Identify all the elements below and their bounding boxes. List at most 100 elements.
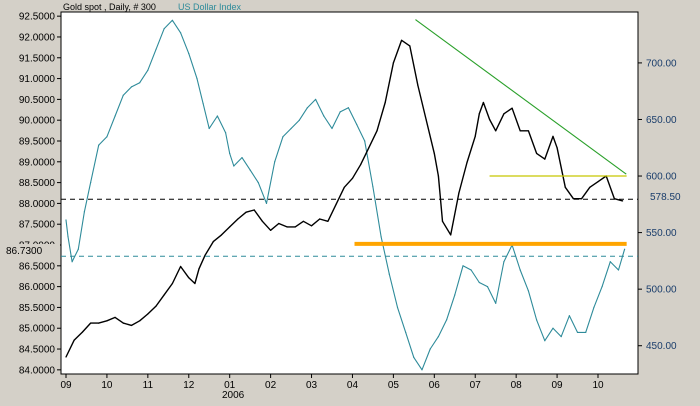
us-dollar-index-series-point xyxy=(298,119,300,121)
us-dollar-index-series-point xyxy=(544,340,546,342)
left-tick-label: 84.5000 xyxy=(19,345,56,356)
gold-spot-series-point xyxy=(482,101,484,104)
left-tick-label: 89.0000 xyxy=(19,157,56,168)
left-tick-label: 88.0000 xyxy=(19,199,56,210)
us-dollar-index-series-point xyxy=(478,281,480,284)
right-value-badge-label: 578.50 xyxy=(650,192,681,203)
gold-spot-series-point xyxy=(392,62,394,64)
us-dollar-index-series-point xyxy=(265,202,268,204)
gold-spot-series-point xyxy=(433,152,435,154)
gold-spot-series-point xyxy=(286,226,288,228)
left-tick-label: 86.5000 xyxy=(19,261,56,272)
us-dollar-index-series-point xyxy=(315,98,317,100)
us-dollar-index-series-point xyxy=(98,144,100,146)
gold-spot-series-point xyxy=(489,118,491,121)
us-dollar-index-series-point xyxy=(609,261,611,263)
us-dollar-index-series-point xyxy=(202,102,204,105)
us-dollar-index-series-point xyxy=(617,269,620,271)
gold-spot-series-point xyxy=(245,211,247,213)
left-value-badge-label: 86.7300 xyxy=(6,246,43,257)
gold-spot-series-point xyxy=(106,320,108,322)
gold-spot-series-point xyxy=(564,186,566,188)
us-dollar-index-series-point xyxy=(229,152,231,155)
gold-spot-series-point xyxy=(194,282,196,285)
left-value-badge: 86.7300 xyxy=(0,244,60,257)
us-dollar-index-series-point xyxy=(429,348,431,350)
left-tick-label: 85.0000 xyxy=(19,324,56,335)
us-dollar-index-series-point xyxy=(624,248,626,250)
us-dollar-index-series-point xyxy=(233,165,235,167)
gold-spot-series-point xyxy=(556,147,558,149)
us-dollar-index-series-point xyxy=(372,186,374,188)
us-dollar-index-series-point xyxy=(65,219,67,221)
us-dollar-index-series-point xyxy=(257,182,259,184)
trend-line-series-point xyxy=(415,19,417,21)
us-dollar-index-series-point xyxy=(147,69,149,71)
right-tick-label: 600.00 xyxy=(646,172,677,183)
gold-spot-series-point xyxy=(450,234,452,236)
left-tick-label: 91.5000 xyxy=(19,53,56,64)
us-dollar-index-series-point xyxy=(83,211,85,213)
gold-spot-series-point xyxy=(147,313,149,315)
gold-spot-series-point xyxy=(417,84,419,87)
gold-spot-series-point xyxy=(335,203,337,205)
us-dollar-index-series-point xyxy=(576,331,579,333)
us-dollar-index-series-point xyxy=(486,286,489,288)
x-tick-label: 07 xyxy=(470,380,482,391)
us-dollar-index-series-point xyxy=(405,331,407,333)
x-tick-label: 03 xyxy=(306,380,318,391)
left-tick-label: 85.5000 xyxy=(19,303,56,314)
right-tick-label: 550.00 xyxy=(646,228,677,239)
us-dollar-index-series-point xyxy=(380,236,382,238)
plot-area xyxy=(60,11,639,375)
gold-spot-series-point xyxy=(319,218,321,220)
x-tick-label: 10 xyxy=(592,380,604,391)
us-dollar-index-series-point xyxy=(323,115,325,117)
year-label: 2006 xyxy=(222,390,245,401)
left-tick-label: 90.0000 xyxy=(19,116,56,127)
gold-spot-series-point xyxy=(327,220,329,222)
gold-spot-series-point xyxy=(212,241,214,243)
gold-spot-series-point xyxy=(437,175,439,177)
left-tick-label: 89.5000 xyxy=(19,136,56,147)
us-dollar-index-series-point xyxy=(249,169,251,171)
us-dollar-index-series-point xyxy=(122,94,124,96)
us-dollar-index-series-point xyxy=(527,290,530,292)
us-dollar-index-series-point xyxy=(225,132,227,134)
gold-spot-series-point xyxy=(458,192,460,194)
us-dollar-index-series-point xyxy=(560,336,562,338)
us-dollar-index-series-point xyxy=(216,115,218,117)
us-dollar-index-series-point xyxy=(188,53,190,55)
gold-spot-series-point xyxy=(261,220,263,222)
us-dollar-index-series-point xyxy=(585,331,587,333)
gold-spot-series-point xyxy=(130,324,133,326)
reference-lines-layer xyxy=(61,175,638,257)
us-dollar-index-series-point xyxy=(306,107,308,109)
us-dollar-index-series-point xyxy=(90,182,92,184)
gold-spot-series-point xyxy=(351,177,354,179)
us-dollar-index-series-point xyxy=(196,78,198,80)
gold-spot-series-point xyxy=(302,220,304,222)
us-dollar-index-series-point xyxy=(421,369,423,371)
gold-spot-series-point xyxy=(90,322,92,324)
gold-spot-series-point xyxy=(581,198,583,200)
gold-spot-series-point xyxy=(503,113,505,115)
gold-spot-series-point xyxy=(220,234,223,236)
left-tick-label: 86.0000 xyxy=(19,282,56,293)
us-dollar-index-series-point xyxy=(114,115,116,117)
gold-spot-series-point xyxy=(527,130,530,132)
x-tick-label: 10 xyxy=(101,380,113,391)
right-value-badge: 578.50 xyxy=(650,192,681,203)
gold-spot-series-point xyxy=(171,282,173,285)
gold-spot-series-point xyxy=(552,135,554,137)
x-tick-label: 01 xyxy=(224,380,236,391)
x-tick-label: 05 xyxy=(388,380,400,391)
us-dollar-index-series-point xyxy=(454,294,456,296)
gold-spot-series-point xyxy=(409,45,411,47)
us-dollar-index-series-point xyxy=(331,127,333,130)
gold-spot-series-point xyxy=(139,320,141,322)
us-dollar-index-series-point xyxy=(413,356,415,358)
x-tick-label: 02 xyxy=(265,380,277,391)
left-tick-label: 92.5000 xyxy=(19,12,56,23)
